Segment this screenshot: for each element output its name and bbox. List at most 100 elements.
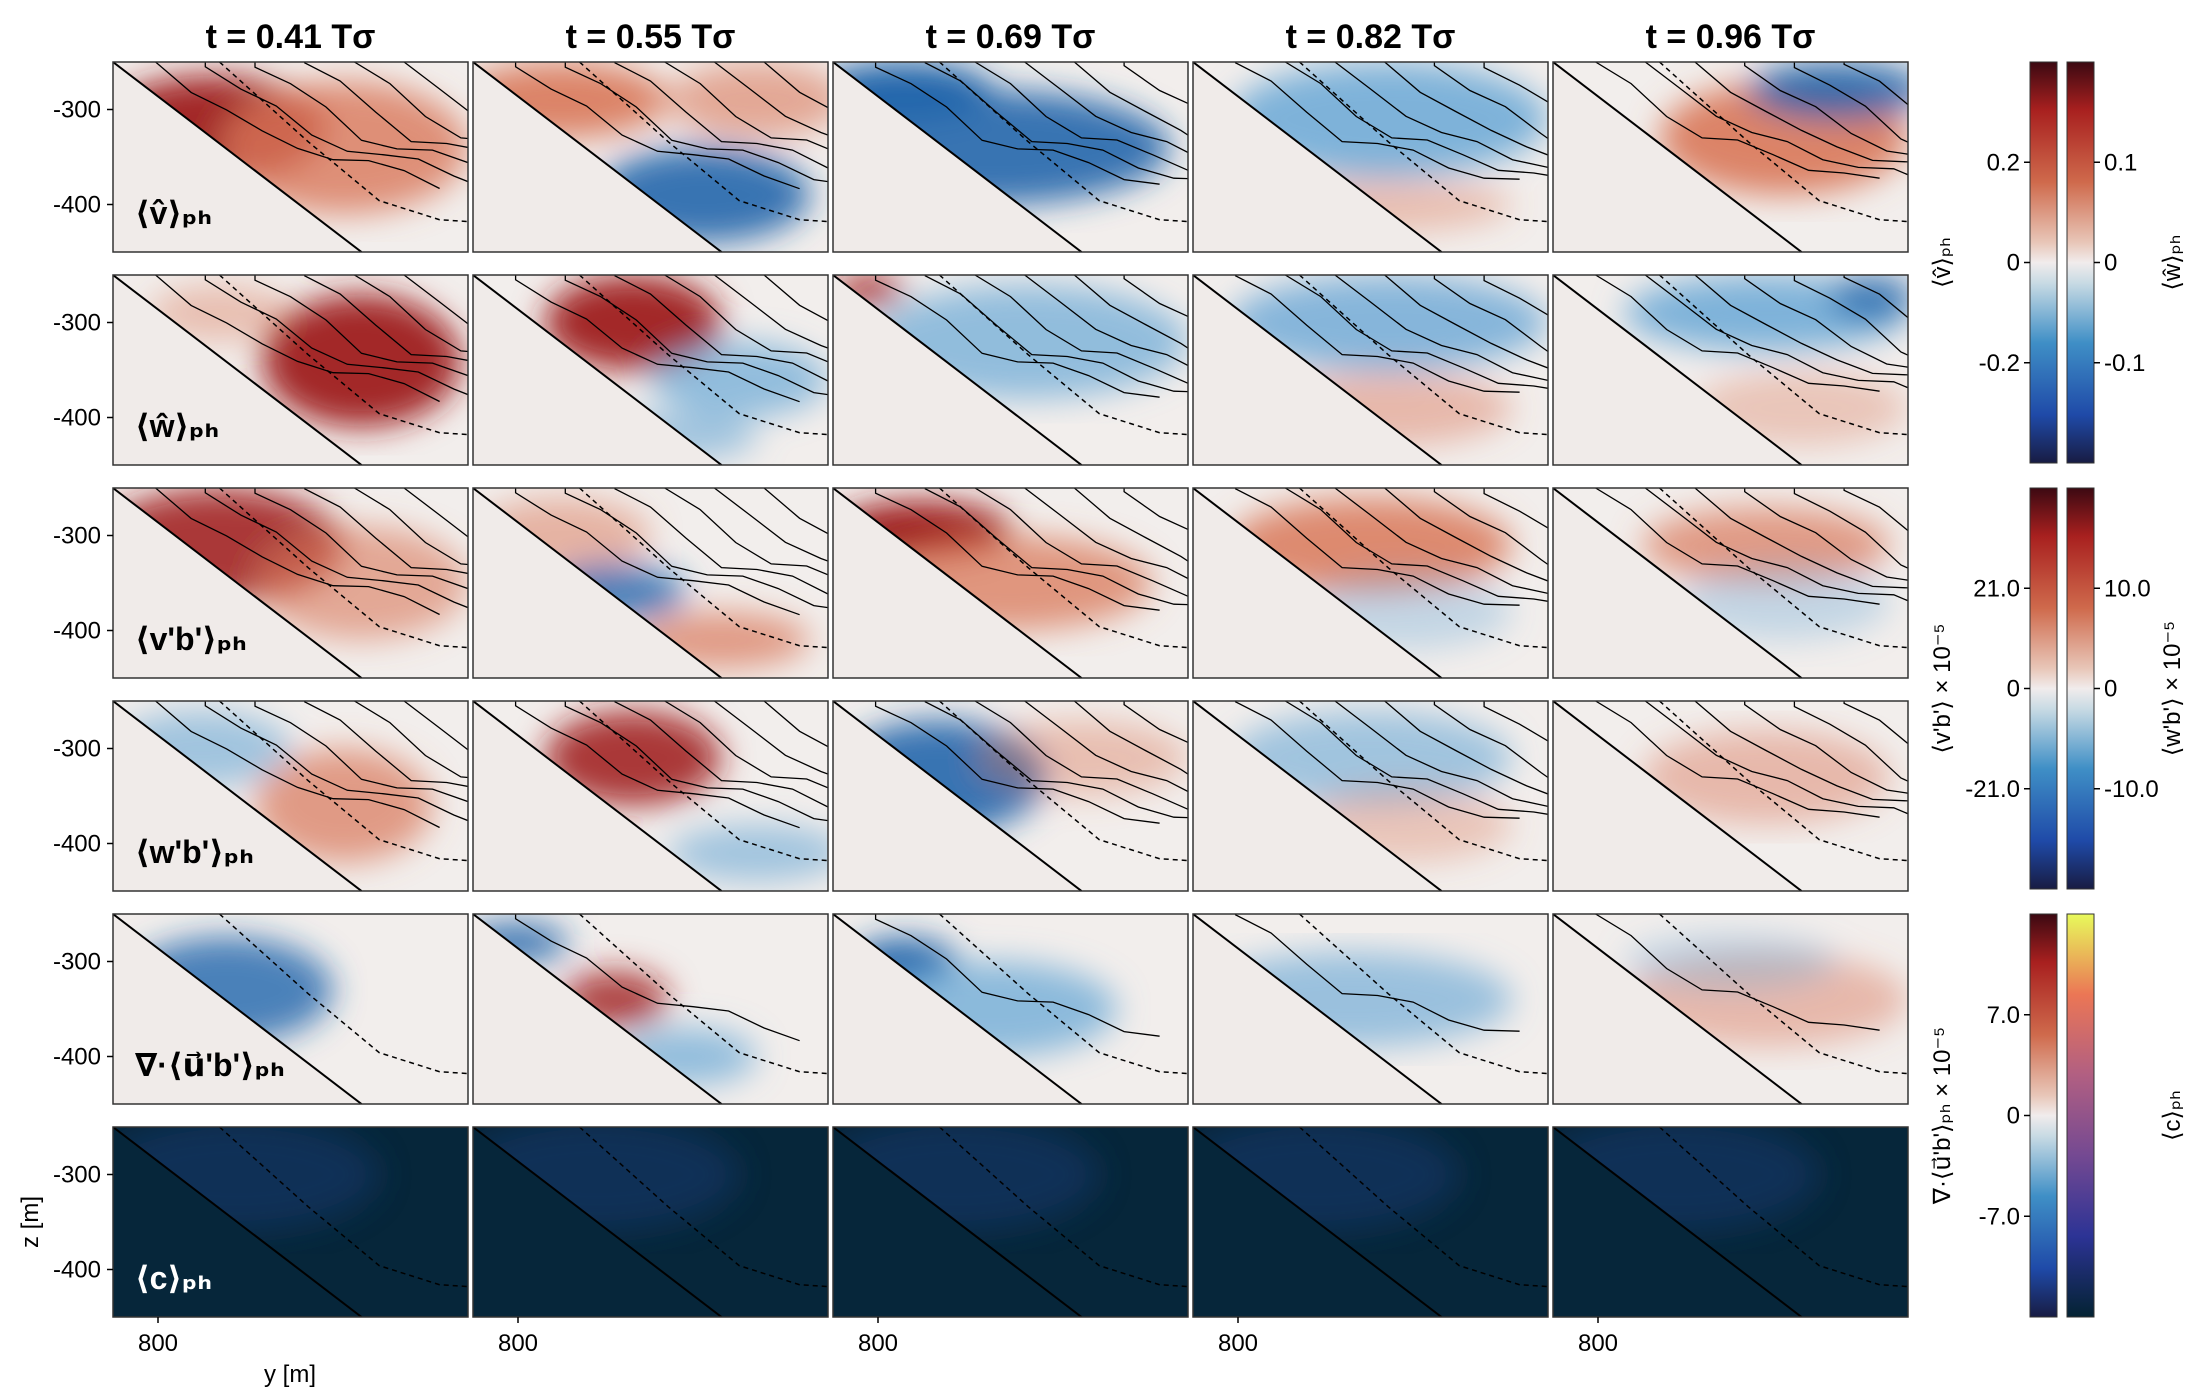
slope-line xyxy=(1193,914,1443,1104)
panel xyxy=(832,487,1189,679)
colorbar-tick-label: 0.2 xyxy=(1987,149,2020,176)
colorbar-tick-label: 21.0 xyxy=(1973,575,2020,602)
colorbar-tick-label: -0.1 xyxy=(2104,350,2145,377)
row-label: ⟨c⟩ₚₕ xyxy=(135,1260,212,1296)
y-tick-label: -300 xyxy=(53,949,101,976)
contour-line xyxy=(155,62,440,190)
contour-line xyxy=(1433,488,1548,566)
contour-line xyxy=(1284,701,1548,815)
dashed-line xyxy=(578,488,828,649)
row-label: ⟨v̂⟩ₚₕ xyxy=(135,195,212,231)
contour-line xyxy=(254,701,468,803)
contour-line xyxy=(974,701,1188,810)
contour-line xyxy=(304,701,468,788)
contour-line xyxy=(1234,914,1520,1032)
panel xyxy=(1552,700,1909,892)
panel xyxy=(1552,61,1909,253)
colorbar-label: ⟨v̂⟩ₚₕ xyxy=(1929,237,1956,288)
slope-line xyxy=(1553,62,1803,252)
panel xyxy=(832,913,1189,1105)
contour-line xyxy=(1284,488,1548,602)
colorbar-label: ⟨ŵ⟩ₚₕ xyxy=(2159,234,2186,290)
contour-line xyxy=(564,488,828,609)
contour-line xyxy=(1595,701,1880,818)
dashed-line xyxy=(1298,62,1548,223)
contour-line xyxy=(1483,275,1548,316)
contour-line xyxy=(763,701,828,748)
slope-line xyxy=(833,62,1083,252)
dashed-line xyxy=(938,62,1188,223)
slope-line xyxy=(1193,488,1443,678)
contour-line xyxy=(614,275,828,382)
contour-line xyxy=(1694,275,1908,376)
contour-line xyxy=(514,62,800,190)
contour-line xyxy=(1433,701,1548,779)
field-blob xyxy=(668,824,828,882)
colorbar-tick-label: 7.0 xyxy=(1987,1002,2020,1029)
panel: ⟨w'b'⟩ₚₕ xyxy=(112,700,469,892)
contour-line xyxy=(874,62,1160,185)
panel: ⟨c⟩ₚₕ xyxy=(112,1126,469,1318)
field-blob xyxy=(1748,62,1908,119)
slope-line xyxy=(113,275,363,465)
contour-line xyxy=(1793,488,1908,569)
contour-line xyxy=(763,488,828,535)
colorbar-tick-label: 0 xyxy=(2007,1103,2020,1130)
row-label: ∇·⟨u⃗'b'⟩ₚₕ xyxy=(135,1047,285,1083)
contour-line xyxy=(874,914,1160,1037)
field-blob xyxy=(255,526,468,640)
dashed-line xyxy=(938,914,1188,1075)
colorbar-label: ∇·⟨u⃗'b'⟩ₚₕ × 10⁻⁵ xyxy=(1929,1027,1956,1205)
dashed-line xyxy=(578,62,828,223)
contour-line xyxy=(1234,275,1520,393)
contour-line xyxy=(1644,701,1908,815)
contour-line xyxy=(974,62,1188,171)
contour-line xyxy=(1024,62,1188,154)
dashed-line xyxy=(1298,914,1548,1075)
slope-line xyxy=(473,275,723,465)
field-blob xyxy=(262,294,461,427)
dashed-line xyxy=(1298,275,1548,436)
dashed-line xyxy=(1658,701,1908,862)
dashed-line xyxy=(578,701,828,862)
y-tick-label: -400 xyxy=(53,192,101,219)
contour-line xyxy=(1334,62,1548,169)
column-title: t = 0.69 Tσ xyxy=(926,18,1096,56)
contour-line xyxy=(1644,275,1908,389)
colorbar-tick-label: -10.0 xyxy=(2104,776,2159,803)
contour-line xyxy=(974,488,1188,597)
contour-line xyxy=(714,62,828,136)
column-title: t = 0.82 Tσ xyxy=(1286,18,1456,56)
slope-line xyxy=(113,914,363,1104)
field-blob xyxy=(1228,62,1548,176)
contour-line xyxy=(564,275,828,396)
slope-line xyxy=(1553,701,1803,891)
contour-line xyxy=(1024,701,1188,793)
slope-line xyxy=(113,1127,363,1317)
panel xyxy=(832,61,1189,253)
dashed-line xyxy=(938,488,1188,649)
contour-line xyxy=(1123,488,1188,531)
contour-line xyxy=(1694,701,1908,802)
y-tick-label: -400 xyxy=(53,618,101,645)
panel: ⟨v'b'⟩ₚₕ xyxy=(112,487,469,679)
colorbar xyxy=(2029,487,2058,890)
contour-line xyxy=(763,275,828,322)
contour-line xyxy=(1843,275,1908,319)
contour-line xyxy=(1694,488,1908,589)
contour-line xyxy=(155,275,440,403)
panel xyxy=(1192,913,1549,1105)
contour-line xyxy=(514,488,800,616)
slope-line xyxy=(1193,275,1443,465)
contour-line xyxy=(1694,62,1908,163)
colorbar-tick-label: 10.0 xyxy=(2104,575,2151,602)
dashed-line xyxy=(1658,275,1908,436)
field-blob xyxy=(668,62,828,138)
contour-line xyxy=(1744,488,1908,581)
contour-line xyxy=(1234,62,1520,180)
y-tick-label: -400 xyxy=(53,405,101,432)
dashed-line xyxy=(578,275,828,436)
contour-line xyxy=(354,275,468,353)
contour-line xyxy=(1123,701,1188,744)
